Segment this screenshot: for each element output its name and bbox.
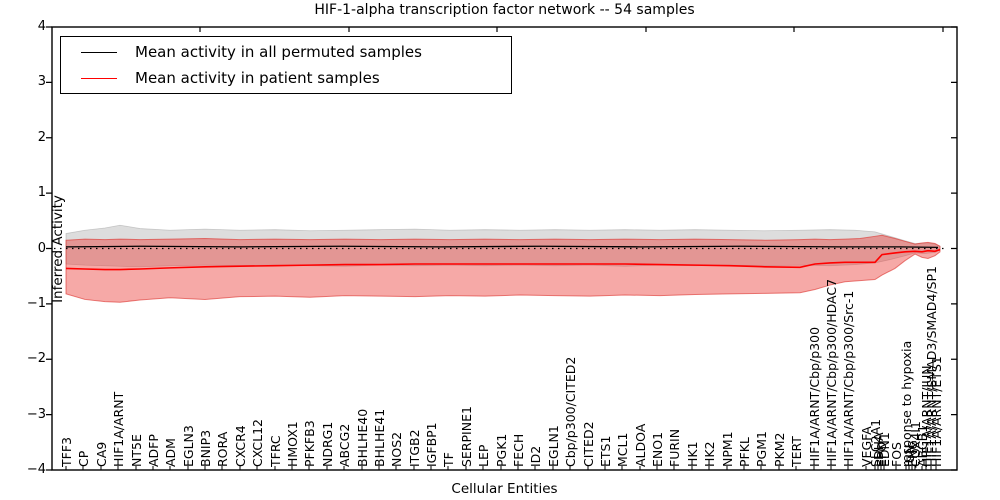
x-axis-entity-label: CA9: [94, 441, 109, 467]
x-axis-entity-label: TFRC: [268, 435, 283, 467]
x-axis-entity-label: ADFP: [146, 434, 161, 467]
y-tick-label: −3: [26, 406, 46, 422]
x-axis-entity-label: ITGB2: [407, 429, 422, 467]
x-axis-entity-label: CITED2: [581, 421, 596, 467]
x-axis-entity-label: EGLN3: [181, 425, 196, 467]
x-axis-entity-label: NPM1: [720, 431, 735, 467]
x-axis-entity-label: ADM: [163, 438, 178, 467]
legend-label: Mean activity in all permuted samples: [135, 43, 422, 61]
x-axis-entity-label: CP: [76, 450, 91, 467]
x-axis-entity-label: HMOX1: [285, 421, 300, 467]
x-axis-entity-label: TF: [441, 452, 456, 467]
x-axis-label: Cellular Entities: [451, 481, 558, 497]
y-tick-label: 2: [37, 129, 46, 145]
y-tick-label: −4: [26, 462, 46, 477]
x-axis-entity-label: FECH: [511, 433, 526, 467]
black-line-swatch: [81, 51, 117, 53]
x-axis-entity-label: MCL1: [615, 432, 630, 467]
top-tick-marks: [199, 27, 944, 32]
chart-title: HIF-1-alpha transcription factor network…: [314, 2, 695, 18]
x-axis-entity-label: ID2: [528, 445, 543, 467]
x-axis-entity-label: TFF3: [59, 437, 74, 467]
x-axis-entity-label: PGM1: [754, 431, 769, 467]
y-tick-label: 4: [37, 19, 46, 34]
x-axis-entity-label: HIF1A/ARNT: [111, 391, 126, 467]
permuted-mean-line: [65, 245, 939, 249]
x-axis-entity-label: TERT: [789, 436, 804, 467]
x-axis-entity-label: NDRG1: [320, 421, 335, 467]
y-tick-label: 0: [37, 240, 46, 256]
x-axis-entity-label: ABCG2: [337, 423, 352, 467]
x-axis-entity-label: CXCL12: [250, 419, 265, 467]
x-axis-entity-label: FURIN: [667, 428, 682, 467]
legend-label: Mean activity in patient samples: [135, 69, 380, 87]
patient-band-area: [65, 234, 941, 303]
x-axis-entity-label: BNIP3: [198, 429, 213, 467]
x-axis-entity-label: PGK1: [494, 433, 509, 467]
x-axis-entity-label: IGFBP1: [424, 422, 439, 467]
x-axis-entity-label: HIF1A/ARNT/Cbp/p300: [807, 326, 822, 467]
x-axis-entity-label: HIF1A/ARNT/ETS1: [929, 356, 944, 467]
x-axis-entity-label: BHLHE41: [372, 408, 387, 467]
x-axis-entity-label: ALDOA: [633, 423, 648, 467]
x-axis-entity-label: NOS2: [389, 431, 404, 467]
legend-item-patient: Mean activity in patient samples: [73, 67, 499, 89]
x-axis-entity-label: BHLHE40: [355, 408, 370, 467]
x-axis-entity-label: Cbp/p300/CITED2: [563, 356, 578, 467]
x-axis-entity-label: PFKL: [737, 437, 752, 467]
red-line-swatch: [81, 77, 117, 79]
x-axis-entity-label: ETS1: [598, 435, 613, 467]
x-axis-entity-label: LEP: [476, 444, 491, 467]
y-axis-label: Inferred Activity: [50, 195, 66, 303]
x-axis-entity-label: NT5E: [129, 434, 144, 467]
y-tick-label: −1: [26, 295, 46, 311]
x-axis-entity-label: CXCR4: [233, 425, 248, 467]
patient-mean-line: [65, 248, 941, 271]
x-axis-entity-label: HIF1A/ARNT/Cbp/p300/Src-1: [841, 290, 856, 467]
legend: Mean activity in all permuted samples Me…: [60, 36, 512, 94]
x-axis-entity-label: ENO1: [650, 431, 665, 467]
y-tick-label: −2: [26, 351, 46, 367]
y-tick-label: 3: [37, 74, 46, 90]
legend-item-permuted: Mean activity in all permuted samples: [73, 41, 499, 63]
x-axis-entity-label: HK2: [702, 441, 717, 467]
x-axis-entity-label: HK1: [685, 441, 700, 467]
x-tick-marks: [65, 466, 937, 470]
y-tick-marks: [46, 26, 957, 471]
y-tick-label: 1: [37, 185, 46, 201]
x-axis-entity-label: RORA: [215, 431, 230, 467]
x-axis-entity-label: SERPINE1: [459, 406, 474, 467]
x-axis-entity-label: EGLN1: [546, 425, 561, 467]
x-axis-entity-label: PFKFB3: [302, 420, 317, 467]
x-axis-entity-label: HIF1A/ARNT/Cbp/p300/HDAC7: [824, 278, 839, 467]
x-axis-entity-label: PKM2: [772, 432, 787, 467]
